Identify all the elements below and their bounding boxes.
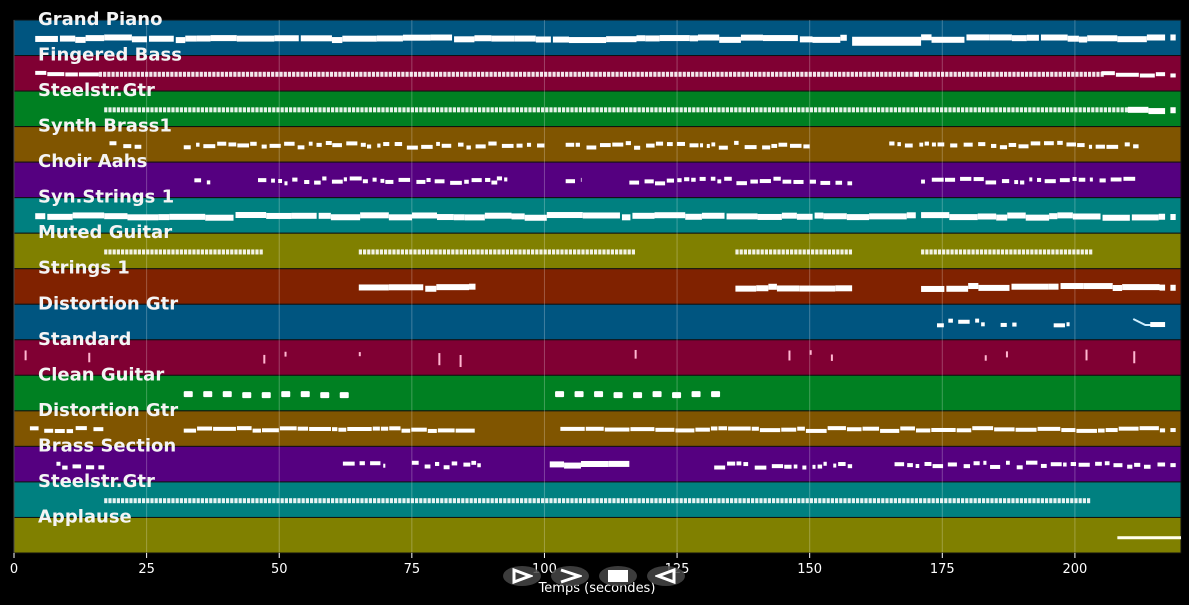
track-label: Grand Piano	[38, 9, 162, 30]
stop-icon	[608, 570, 628, 582]
track-labels: Grand Piano Fingered Bass Steelstr.Gtr Synt…	[38, 9, 182, 527]
track-label: Clean Guitar	[38, 364, 164, 385]
x-tick-label: 175	[930, 562, 955, 577]
play-button[interactable]	[503, 566, 541, 586]
track-row	[13, 126, 1182, 163]
x-tick-label: 50	[271, 562, 288, 577]
track-label: Distortion Gtr	[38, 293, 178, 314]
track-row	[13, 339, 1182, 376]
rewind-icon	[655, 568, 676, 584]
play-icon	[512, 568, 533, 584]
track-label: Strings 1	[38, 258, 130, 279]
track-label: Brass Section	[38, 435, 176, 456]
track-row	[13, 303, 1182, 341]
track-label: Steelstr.Gtr	[38, 80, 155, 101]
stop-button[interactable]	[599, 566, 637, 586]
forward-button[interactable]	[551, 566, 589, 586]
x-tick-label: 75	[404, 562, 421, 577]
track-label: Steelstr.Gtr	[38, 471, 155, 492]
track-label: Synth Brass1	[38, 116, 172, 137]
x-tick-label: 25	[138, 562, 155, 577]
track-label: Standard	[38, 329, 131, 350]
track-label: Applause	[38, 506, 132, 527]
track-label: Fingered Bass	[38, 45, 182, 66]
rewind-button[interactable]	[647, 566, 685, 586]
track-label: Muted Guitar	[38, 222, 172, 243]
x-tick-label: 0	[10, 562, 18, 577]
x-axis: 0255075100125150175200	[10, 553, 1087, 577]
x-tick-label: 200	[1062, 562, 1087, 577]
chevron-right-icon	[560, 568, 582, 584]
track-row	[13, 516, 1182, 554]
track-label: Syn.Strings 1	[38, 187, 174, 208]
note-segments	[24, 34, 1181, 540]
track-label: Distortion Gtr	[38, 400, 178, 421]
x-tick-label: 150	[797, 562, 822, 577]
track-label: Choir Aahs	[38, 151, 147, 172]
x-axis-label: Temps (secondes)	[538, 581, 656, 596]
